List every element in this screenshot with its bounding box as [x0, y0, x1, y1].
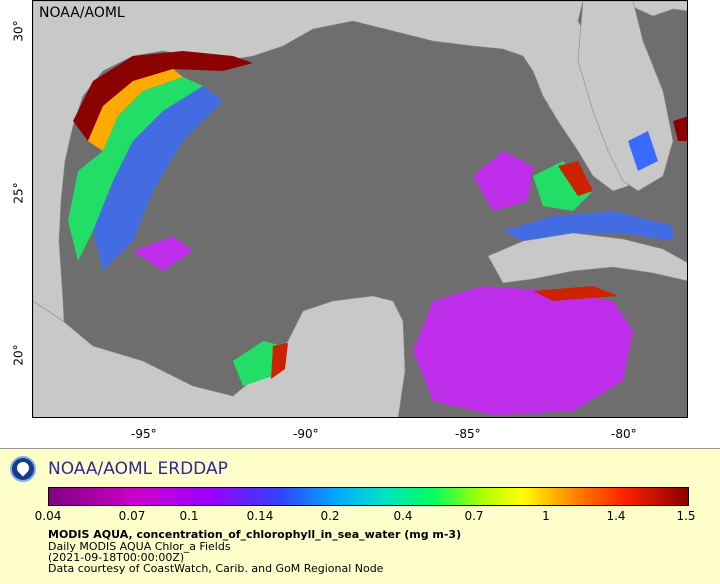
lon-tick-95: -95°: [131, 427, 157, 441]
chl-yucatan-patch: [233, 341, 283, 386]
colorbar: [48, 487, 689, 506]
time-stamp: (2021-09-18T00:00:00Z): [48, 551, 185, 564]
chl-texas-shelf-blue: [93, 86, 223, 271]
lat-tick-25: 25°: [11, 182, 26, 204]
colorbar-label: 0.1: [179, 509, 199, 523]
map-graphics: [33, 1, 687, 417]
colorbar-label: 1.4: [606, 509, 626, 523]
lon-tick-90: -90°: [293, 427, 319, 441]
chl-straits: [473, 151, 533, 211]
data-credit: Data courtesy of CoastWatch, Carib. and …: [48, 562, 384, 575]
legend-panel: NOAA/AOML ERDDAP 0.04 0.07 0.1 0.14 0.2 …: [0, 448, 720, 584]
colorbar-label: 0.2: [320, 509, 340, 523]
colorbar-label: 1.5: [676, 509, 696, 523]
colorbar-label: 0.04: [34, 509, 62, 523]
noaa-logo-icon: [10, 456, 36, 482]
variable-description: MODIS AQUA, concentration_of_chlorophyll…: [48, 528, 462, 541]
land-us-coast: [33, 1, 687, 417]
land-cuba: [487, 232, 687, 284]
chl-caribbean: [413, 286, 633, 415]
lat-tick-30: 30°: [11, 20, 26, 42]
chl-texas-shelf-mid: [88, 69, 183, 151]
legend-title: NOAA/AOML ERDDAP: [48, 459, 228, 479]
colorbar-label: 0.07: [118, 509, 146, 523]
chl-texas-shelf-high: [73, 51, 253, 141]
chl-campeche-patch: [133, 236, 193, 271]
chl-florida-red: [558, 161, 593, 196]
dataset-name: Daily MODIS AQUA Chlor_a Fields: [48, 540, 231, 553]
lon-tick-80: -80°: [611, 427, 637, 441]
chl-texas-shelf-green: [68, 77, 203, 261]
colorbar-label: 0.7: [464, 509, 484, 523]
colorbar-label: 0.4: [393, 509, 413, 523]
map-panel: NOAA/AOML: [32, 0, 688, 418]
chl-yucatan-red: [271, 343, 288, 379]
chl-florida-shelf: [533, 161, 593, 211]
chl-cuba-north: [503, 211, 673, 241]
chl-bahamas-red: [673, 116, 687, 141]
lat-tick-20: 20°: [11, 344, 26, 366]
land-mexico: [33, 295, 406, 417]
colorbar-label: 0.14: [246, 509, 274, 523]
map-watermark: NOAA/AOML: [39, 5, 125, 21]
colorbar-label: 1: [542, 509, 550, 523]
chl-cuba-south-red: [533, 286, 618, 301]
lon-tick-85: -85°: [455, 427, 481, 441]
chl-bahamas: [628, 131, 658, 171]
